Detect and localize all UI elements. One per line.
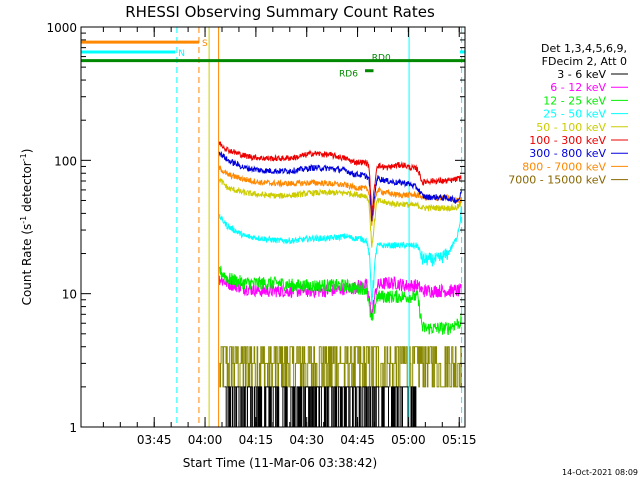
legend-header-line2: FDecim 2, Att 0 xyxy=(542,55,627,68)
state-bar-label: RD0 xyxy=(372,54,391,64)
legend-label: 6 - 12 keV xyxy=(550,81,606,94)
footer-date: 14-Oct-2021 08:09 xyxy=(562,468,638,477)
noise-trace xyxy=(224,386,418,428)
series-line xyxy=(218,165,462,226)
noise-band xyxy=(219,346,463,388)
x-axis-label: Start Time (11-Mar-06 03:38:42) xyxy=(183,456,377,470)
series-line xyxy=(218,141,462,217)
series-line xyxy=(218,265,462,336)
x-tick-label: 04:00 xyxy=(188,433,223,447)
chart-title: RHESSI Observing Summary Count Rates xyxy=(125,3,435,21)
x-tick-label: 05:00 xyxy=(391,433,426,447)
legend-label: 800 - 7000 keV xyxy=(522,160,606,173)
y-axis: 1 10 100 1000 xyxy=(46,21,465,435)
legend-label: 50 - 100 keV xyxy=(536,121,606,134)
legend-header-line1: Det 1,3,4,5,6,9, xyxy=(541,42,627,55)
y-tick-label: 1 xyxy=(69,421,77,435)
x-tick-label: 04:30 xyxy=(289,433,324,447)
y-tick-label: 10 xyxy=(62,288,77,302)
series-line xyxy=(218,151,462,222)
y-axis-label-sup: -1 xyxy=(19,216,28,224)
series-line xyxy=(218,275,462,318)
x-tick-label: 05:15 xyxy=(442,433,477,447)
y-axis-label-end: ) xyxy=(20,149,34,154)
legend-label: 3 - 6 keV xyxy=(557,68,606,81)
legend-label: 300 - 800 keV xyxy=(529,147,606,160)
state-bar-label: RD6 xyxy=(339,70,358,80)
x-tick-label: 03:45 xyxy=(137,433,172,447)
y-axis-label-tail: detector xyxy=(20,161,34,216)
y-axis-label-main: Count Rate (s xyxy=(20,224,34,306)
x-tick-label: 04:15 xyxy=(239,433,274,447)
legend-label: 12 - 25 keV xyxy=(543,94,606,107)
legend-label: 100 - 300 keV xyxy=(529,134,606,147)
y-axis-label-sup2: -1 xyxy=(19,153,28,161)
state-bar-label: N xyxy=(178,49,185,59)
y-axis-label: Count Rate (s-1 detector-1) xyxy=(19,149,34,306)
x-axis: 03:45 04:00 04:15 04:30 04:45 05:00 05:15 xyxy=(102,27,477,447)
legend: Det 1,3,4,5,6,9, FDecim 2, Att 0 3 - 6 k… xyxy=(508,42,628,187)
y-tick-label: 1000 xyxy=(46,21,77,35)
state-bar-label: S xyxy=(202,39,208,49)
series-line xyxy=(218,206,462,305)
legend-label: 25 - 50 keV xyxy=(543,108,606,121)
plot-area: S N RD0 RD6 xyxy=(81,27,465,428)
x-tick-label: 04:45 xyxy=(340,433,375,447)
series-line xyxy=(218,177,462,248)
y-tick-label: 100 xyxy=(54,154,77,168)
noise-trace xyxy=(219,346,463,388)
legend-label: 7000 - 15000 keV xyxy=(508,174,606,187)
noise-band xyxy=(224,386,418,428)
